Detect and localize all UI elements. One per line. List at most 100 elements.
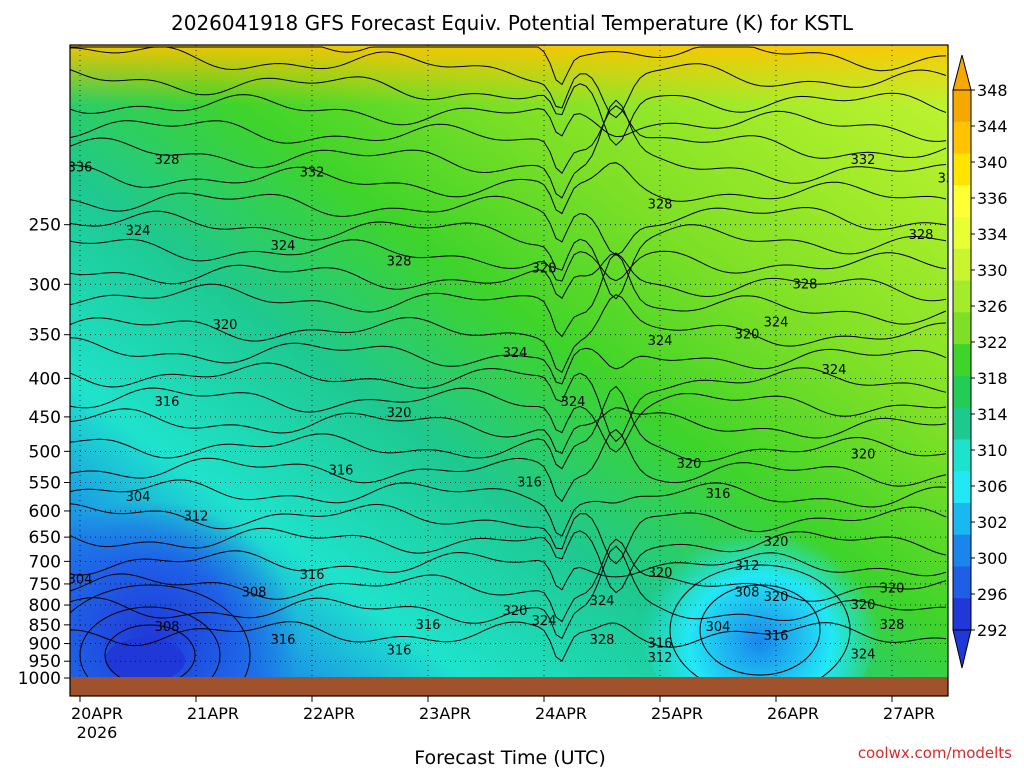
contour-line [70,479,947,537]
contour-line [70,527,947,594]
colorbar-label: 330 [977,261,1008,280]
contour-line [70,362,947,443]
contour-line [70,252,947,302]
colorbar-swatch [953,312,971,345]
contour-line [70,99,947,199]
colorbar-swatch [953,407,971,440]
contour-value-label: 328 [793,277,818,292]
contour-value-label: 320 [677,457,702,472]
y-tick-label: 750 [29,575,61,595]
y-tick-label: 550 [29,474,61,494]
contour-value-label: 320 [387,406,412,421]
colorbar-swatch [953,121,971,155]
contour-value-label: 324 [851,647,876,662]
colorbar-label: 302 [977,513,1008,532]
y-tick-label: 250 [29,216,61,236]
colorbar-label: 334 [977,225,1008,244]
contour-line [70,94,947,142]
contour-value-label: 320 [851,598,876,613]
warm-upper-band [70,45,948,105]
contour-line [70,69,947,146]
contour-value-label: 308 [155,620,180,635]
x-tick-label: 23APR [419,704,471,723]
y-tick-label: 350 [29,326,61,346]
contour-line [70,545,947,640]
contour-value-label: 328 [909,228,934,243]
contour-value-label: 316 [329,463,354,478]
colorbar-swatch [953,534,971,567]
contour-line [70,538,947,623]
x-tick-label: 20APR [71,704,123,723]
contour-value-label: 304 [68,573,93,588]
colorbar-swatch [953,502,971,536]
x-axis-label: Forecast Time (UTC) [414,747,605,768]
contour-ring [699,584,821,676]
colorbar-swatch [953,471,971,504]
contour-value-label: 320 [764,590,789,605]
colorbar-label: 292 [977,621,1008,640]
contour-value-label: 328 [532,262,557,277]
colorbar-swatch [953,344,971,377]
contour-value-label: 316 [706,487,731,502]
y-tick-label: 300 [29,275,61,295]
contour-value-label: 320 [735,328,760,343]
x-tick-label: 26APR [767,704,819,723]
contour-line [70,337,947,385]
contour-value-label: 332 [300,165,325,180]
contour-value-label: 328 [155,153,180,168]
y-axis: 2503003504004505005506006507007508008509… [18,216,70,689]
chart-title: 2026041918 GFS Forecast Equiv. Potential… [171,11,854,35]
contour-value-label: 304 [706,620,731,635]
contour-value-label: 328 [648,197,673,212]
contour-value-label: 328 [387,255,412,270]
contour-value-label: 328 [880,618,905,633]
contour-line [70,210,947,300]
x-tick-label: 21APR [187,704,239,723]
contour-value-label: 320 [213,318,238,333]
contour-value-label: 316 [764,629,789,644]
contour-value-label: 324 [561,395,586,410]
contour-line [70,294,947,374]
y-tick-label: 450 [29,408,61,428]
contour-value-label: 312 [648,651,673,666]
contour-line [70,428,947,503]
deep-cold-core [105,638,185,682]
contour-value-label: 324 [503,346,528,361]
colorbar-label: 314 [977,405,1008,424]
contour-value-label: 332 [938,171,963,186]
contour-value-label: 324 [271,239,296,254]
contour-value-label: 304 [126,490,151,505]
y-tick-label: 700 [29,552,61,572]
y-tick-label: 400 [29,369,61,389]
x-year-label: 2026 [77,723,118,742]
x-tick-label: 25APR [651,704,703,723]
colorbar-label: 336 [977,189,1008,208]
contour-value-label: 308 [242,586,267,601]
contour-value-label: 312 [184,509,209,524]
ground-surface [70,677,948,696]
colorbar-label: 322 [977,333,1008,352]
colorbar-label: 348 [977,81,1008,100]
contour-value-label: 316 [416,618,441,633]
colorbar-swatch [953,153,971,186]
colorbar-bottom-arrow [952,629,972,669]
colorbar-swatch [953,598,971,631]
colorbar-swatch [953,280,971,313]
contour-value-label: 324 [590,594,615,609]
contour-line [70,503,947,565]
colorbar-swatch [953,375,971,409]
contour-ring [70,584,251,696]
contour-value-label: 316 [648,637,673,652]
contour-line [70,162,947,215]
contour-value-label: 316 [271,633,296,648]
colorbar-label: 310 [977,441,1008,460]
contour-value-label: 336 [68,161,93,176]
contour-value-label: 308 [735,586,760,601]
colorbar-swatch [953,248,971,282]
contour-line [70,105,947,174]
contour-line [70,46,947,119]
colorbar-label: 318 [977,369,1008,388]
contour-value-label: 320 [648,566,673,581]
colorbar-label: 300 [977,549,1008,568]
